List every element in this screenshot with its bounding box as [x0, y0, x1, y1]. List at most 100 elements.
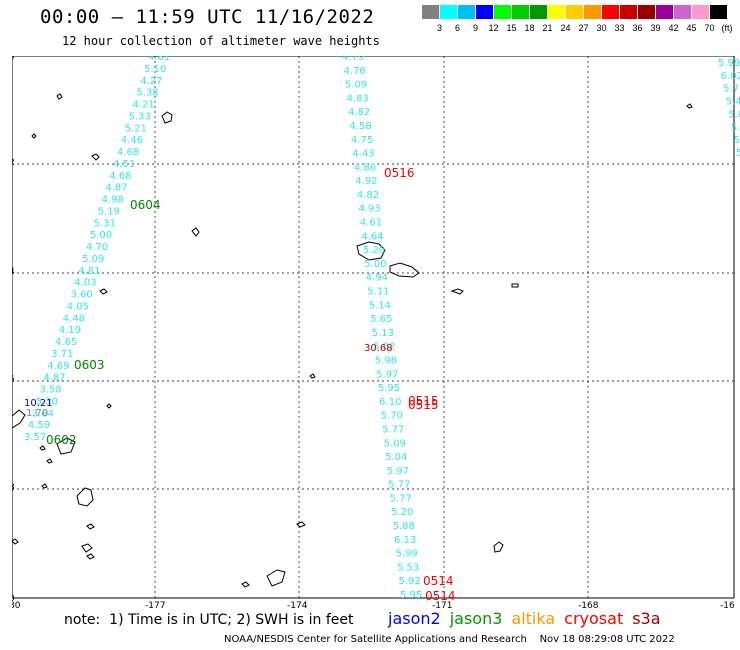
pass-time-label: 0603 — [74, 358, 105, 372]
island-outline — [241, 581, 250, 588]
scale-label: (ft) — [721, 23, 733, 33]
scale-swatch — [584, 5, 601, 19]
wave-height-value: 5.8 — [728, 109, 740, 120]
wave-height-value: 4.21 — [133, 100, 155, 111]
island-outline — [389, 262, 420, 278]
wave-height-value: 4.70 — [86, 242, 108, 253]
wave-height-value: 5.77 — [382, 424, 404, 435]
wave-height-value: 4.86 — [354, 162, 376, 173]
wave-height-value: 5.21 — [125, 123, 147, 134]
wave-height-value: 5.20 — [363, 245, 385, 256]
scale-label: 24 — [560, 23, 571, 33]
lat-tick-label: -10 — [12, 56, 15, 62]
lon-tick-label: -171 — [432, 601, 452, 608]
wave-height-color-scale: 3 6 9 12 15 18 21 24 27 30 33 36 39 42 45 70 (ft) — [422, 5, 733, 33]
wave-height-value: 3.57 — [24, 432, 46, 443]
pass-time-label: 0514 — [425, 589, 456, 603]
scale-swatch — [440, 5, 457, 19]
wave-height-value: 6.10 — [379, 397, 401, 408]
island-outlines — [12, 93, 693, 588]
island-outline — [86, 553, 95, 560]
lon-tick-label: -177 — [145, 601, 165, 608]
lat-tick-label: -14 — [12, 267, 15, 277]
wave-height-value: 3.64 — [32, 408, 54, 419]
wave-height-value: 5.97 — [387, 466, 409, 477]
scale-label: 9 — [472, 23, 478, 33]
wave-height-value: 6.13 — [394, 535, 416, 546]
wave-height-value: 5.70 — [381, 411, 403, 422]
scale-label: 36 — [632, 23, 643, 33]
island-outline — [39, 445, 46, 451]
island-outline — [450, 288, 464, 295]
wave-height-value: 4.75 — [351, 135, 373, 146]
wave-height-value: 5.95 — [400, 590, 422, 601]
wave-height-value: 5.4 — [726, 97, 740, 108]
wave-height-value: 5.7 — [723, 84, 739, 95]
wave-height-value: 5.20 — [391, 507, 413, 518]
wave-height-value: 4.81 — [78, 266, 100, 277]
wave-height-value: 4.19 — [59, 325, 81, 336]
wave-height-value: 5.3 — [733, 135, 740, 146]
scale-swatch — [548, 5, 565, 19]
island-outline — [56, 93, 63, 100]
scale-swatch — [494, 5, 511, 19]
lat-tick-label: -18 — [12, 483, 15, 493]
wave-height-value: 5.95 — [378, 383, 400, 394]
wave-height-value: 5.09 — [345, 80, 367, 91]
scale-swatch — [674, 5, 691, 19]
map-subtitle: 12 hour collection of altimeter wave hei… — [62, 34, 380, 48]
wave-height-value: 4.92 — [355, 176, 377, 187]
island-outline — [12, 538, 19, 545]
island-outline — [266, 569, 286, 587]
credit-line: NOAA/NESDIS Center for Satellite Applica… — [224, 634, 675, 645]
wave-height-value: 4.68 — [117, 147, 139, 158]
scale-label: 21 — [542, 23, 553, 33]
wave-height-value: 5.14 — [369, 300, 391, 311]
lon-tick-label: -16 — [720, 601, 735, 608]
scale-label: 3 — [436, 23, 442, 33]
wave-height-value: 3.60 — [71, 290, 93, 301]
island-outline — [106, 403, 112, 409]
wave-height-value: 5.31 — [94, 218, 116, 229]
wave-height-value: 4.43 — [352, 149, 374, 160]
island-outline — [511, 283, 519, 288]
wave-height-value: 4.87 — [43, 373, 65, 384]
scale-swatch — [422, 5, 439, 19]
wave-height-value: 5.09 — [82, 254, 104, 265]
wave-height-value: 4.83 — [346, 93, 368, 104]
scale-label: 30 — [596, 23, 607, 33]
wave-height-value: 5.77 — [388, 480, 410, 491]
other-sensor-value: 1.70 — [26, 408, 48, 419]
satellite-label-s3a: s3a — [632, 609, 661, 628]
scale-label: 33 — [614, 23, 625, 33]
wave-height-value: 4.61 — [360, 218, 382, 229]
island-outline — [81, 543, 93, 553]
map-title: 00:00 – 11:59 UTC 11/16/2022 — [40, 6, 375, 28]
satellite-label-jason3: jason3 — [449, 609, 503, 628]
wave-height-value: 5.13 — [372, 328, 394, 339]
footnote: note: 1) Time is in UTC; 2) SWH is in fe… — [64, 612, 354, 628]
scale-label: 70 — [704, 23, 715, 33]
lon-tick-label: -168 — [578, 601, 599, 608]
wave-height-value: 5.00 — [364, 259, 386, 270]
island-outline — [296, 521, 306, 528]
axis-tick-labels: -180 -177 -174 -171 -168 -16 -10 -12 -14 -16 -18 -2… — [12, 56, 735, 608]
wave-height-value: 4.48 — [63, 313, 85, 324]
wave-height-value: 4.03 — [74, 278, 96, 289]
island-outline — [91, 153, 100, 161]
wave-height-value: 4.58 — [349, 121, 371, 132]
lat-tick-label: -20 — [12, 594, 15, 604]
island-outline — [76, 487, 94, 507]
lat-tick-label: -16 — [12, 375, 15, 385]
satellite-legend: jason2 jason3 altika cryosat s3a — [388, 609, 670, 628]
wave-height-value: 5.19 — [98, 206, 120, 217]
wave-height-value: 4.27 — [140, 76, 162, 87]
scale-swatch — [530, 5, 547, 19]
wave-height-value: 5.11 — [367, 287, 389, 298]
wave-height-value: 4.93 — [358, 204, 380, 215]
wave-height-value: 5.00 — [90, 230, 112, 241]
island-outline — [56, 437, 76, 455]
wave-height-value: 5.09 — [384, 438, 406, 449]
wave-height-value: 3.71 — [51, 349, 73, 360]
island-outline — [99, 288, 108, 295]
